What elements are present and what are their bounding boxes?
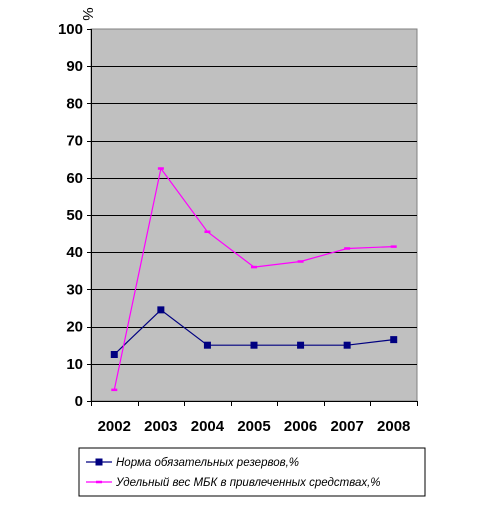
y-tick-label: 100 [58,21,83,38]
series-layer [110,167,398,392]
x-tick-label: 2008 [377,418,410,435]
y-tick-label: 60 [66,170,83,187]
legend: Норма обязательных резервов,% Удельный в… [78,447,426,497]
y-axis-unit-label: % [79,7,96,20]
data-point [157,306,165,314]
y-tick-label: 50 [66,207,83,224]
y-tick-label: 90 [66,58,83,75]
y-tick-label: 80 [66,95,83,112]
data-point [110,351,118,358]
x-tick-label: 2004 [191,418,225,435]
legend-item-mbk-share: Удельный вес МБК в привлеченных средства… [86,477,381,489]
y-tick-label: 30 [66,281,83,298]
y-tick-label: 20 [66,319,83,336]
data-point [297,341,305,349]
y-tick-label: 0 [75,393,83,410]
gridlines [91,66,417,365]
series-0 [110,306,398,358]
legend-label-reserve-norm: Норма обязательных резервов,% [116,457,299,469]
data-point [250,341,258,349]
y-tick-label: 10 [66,356,83,373]
legend-marker-reserve-norm [95,458,103,466]
x-tick-label: 2002 [98,418,131,435]
x-tick-label: 2006 [284,418,317,435]
axes: 0 10 20 30 40 50 60 70 80 90 100 2002 2003 2004 2005 20… [58,21,418,435]
legend-item-reserve-norm: Норма обязательных резервов,% [86,457,299,469]
y-tick-label: 70 [66,133,83,150]
x-tick-label: 2005 [237,418,270,435]
x-tick-label: 2003 [144,418,177,435]
y-tick-label: 40 [66,244,83,261]
data-point [390,336,398,344]
x-tick-label: 2007 [330,418,363,435]
data-point [203,341,211,349]
series-1 [111,167,397,392]
legend-box [78,447,426,497]
legend-label-mbk-share: Удельный вес МБК в привлеченных средства… [115,477,381,489]
data-point [343,341,351,349]
